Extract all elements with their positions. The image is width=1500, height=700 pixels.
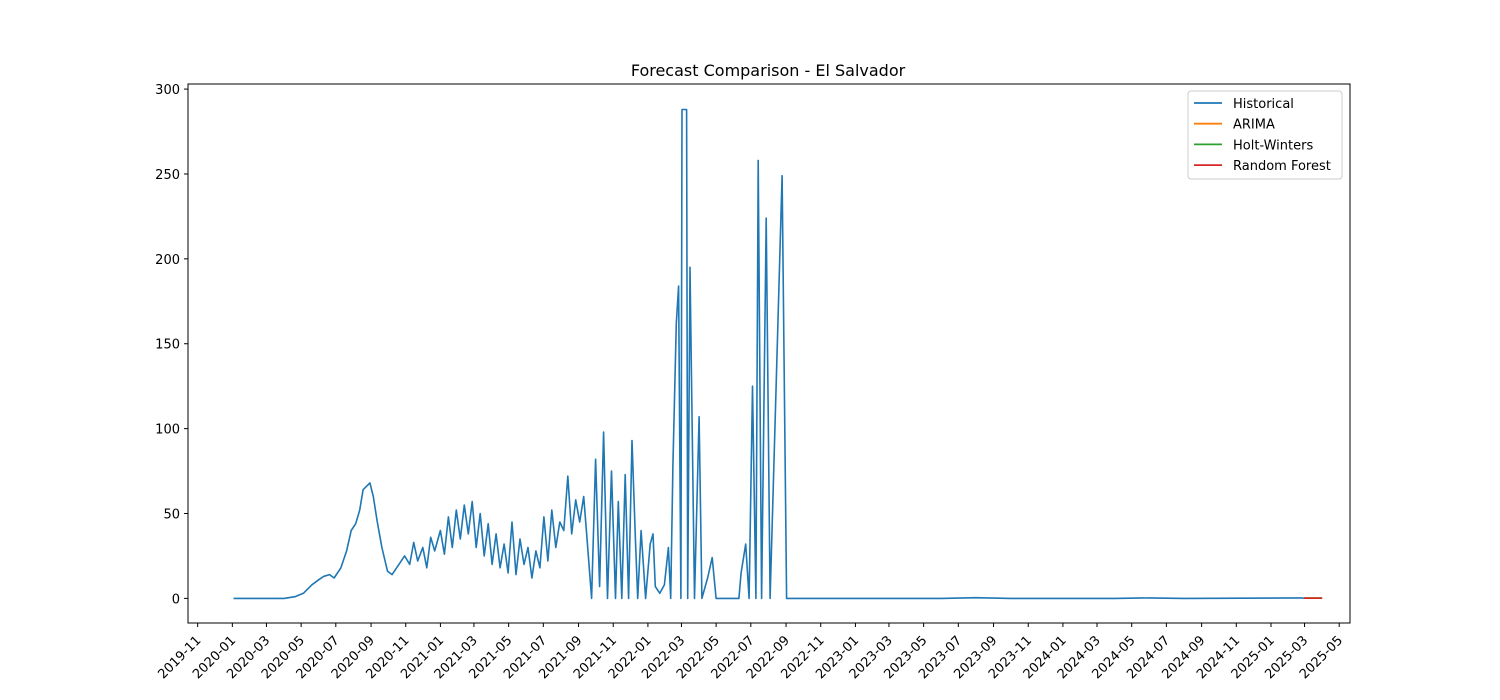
legend-label: Random Forest [1233, 159, 1331, 174]
y-tick-label: 150 [155, 338, 180, 353]
chart-title: Forecast Comparison - El Salvador [631, 61, 906, 80]
y-tick-label: 300 [155, 83, 180, 98]
y-axis: 0 50 100 150 200 250 300 [155, 83, 188, 607]
legend-box [1187, 90, 1343, 180]
y-tick-label: 250 [155, 168, 180, 183]
legend: Historical ARIMA Holt-Winters Random Forest [1187, 90, 1343, 180]
y-tick-label: 50 [163, 508, 180, 523]
legend-label: Holt-Winters [1233, 138, 1313, 153]
series-layer [233, 108, 1323, 600]
y-tick-label: 0 [172, 592, 180, 607]
x-axis: 2019-112020-012020-032020-052020-072020-… [155, 623, 1346, 682]
y-tick-label: 200 [155, 253, 180, 268]
legend-label: ARIMA [1233, 118, 1275, 133]
y-tick-label: 100 [155, 423, 180, 438]
series-line-historical [233, 108, 1305, 600]
legend-label: Historical [1233, 97, 1294, 112]
